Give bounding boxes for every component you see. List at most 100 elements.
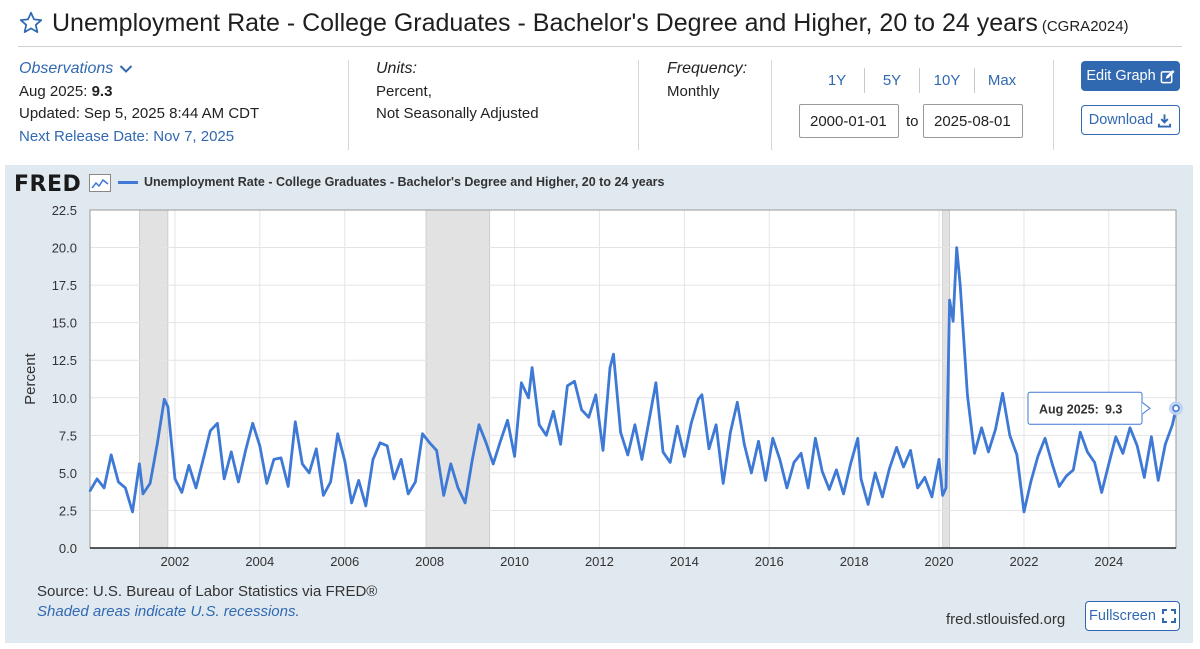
data-point: [683, 455, 686, 458]
data-point: [315, 447, 318, 451]
data-point: [1001, 392, 1004, 395]
data-point: [973, 452, 976, 455]
data-point: [958, 283, 962, 287]
data-point: [435, 449, 438, 452]
fullscreen-icon: [1161, 609, 1176, 623]
data-point: [856, 437, 859, 440]
data-point: [750, 471, 753, 475]
legend-label: Unemployment Rate - College Graduates - …: [144, 175, 665, 189]
data-point: [980, 426, 983, 430]
data-point: [378, 441, 382, 445]
title-row: Unemployment Rate - College Graduates - …: [18, 6, 1188, 40]
data-point: [237, 480, 240, 484]
data-point: [442, 494, 445, 497]
observations-toggle[interactable]: Observations: [19, 58, 133, 81]
frequency-block: Frequency: Monthly: [667, 58, 747, 103]
range-10y-button[interactable]: 10Y: [920, 68, 975, 93]
data-point: [173, 477, 177, 481]
data-point: [743, 443, 746, 446]
data-point: [944, 486, 948, 490]
data-point: [545, 434, 548, 437]
recession-note: Shaded areas indicate U.S. recessions.: [37, 603, 300, 620]
data-point: [1022, 510, 1026, 514]
data-point: [399, 458, 403, 461]
data-point: [633, 423, 637, 427]
units-line1: Percent,: [376, 82, 432, 100]
edit-graph-button[interactable]: Edit Graph: [1081, 61, 1180, 91]
data-point: [456, 486, 460, 490]
data-point: [1086, 450, 1089, 454]
x-tick-label: 2008: [415, 554, 444, 569]
data-point: [690, 422, 693, 425]
data-point: [859, 477, 863, 481]
next-release-link[interactable]: Next Release Date: Nov 7, 2025: [19, 127, 235, 145]
data-point: [131, 510, 134, 514]
data-point: [612, 353, 615, 356]
y-tick-label: 20.0: [52, 241, 77, 256]
y-tick-label: 0.0: [59, 541, 77, 556]
star-icon[interactable]: [18, 10, 44, 36]
data-point: [209, 429, 212, 433]
y-tick-label: 7.5: [59, 428, 77, 443]
x-tick-label: 2006: [330, 554, 359, 569]
data-point: [163, 398, 166, 401]
data-point: [138, 462, 141, 466]
data-point: [357, 479, 360, 482]
updated-text: Updated: Sep 5, 2025 8:44 AM CDT: [19, 105, 260, 122]
units-label: Units:: [376, 60, 417, 77]
chart-legend: Unemployment Rate - College Graduates - …: [118, 175, 665, 189]
tooltip-label: Aug 2025:: [1039, 402, 1099, 416]
divider: [771, 60, 772, 150]
data-point: [792, 461, 796, 464]
fullscreen-button[interactable]: Fullscreen: [1085, 601, 1180, 631]
data-point: [1121, 452, 1125, 455]
data-point: [654, 381, 658, 384]
data-point: [987, 450, 990, 454]
data-point: [272, 458, 276, 461]
data-point: [1128, 426, 1132, 430]
tooltip-value: 9.3: [1105, 402, 1122, 416]
range-1y-button[interactable]: 1Y: [810, 68, 865, 93]
data-point: [951, 319, 955, 323]
data-point: [513, 455, 516, 458]
data-point: [279, 456, 283, 460]
x-tick-label: 2024: [1094, 554, 1123, 569]
frequency-value: Monthly: [667, 82, 720, 100]
data-point: [223, 477, 226, 481]
data-point: [499, 440, 502, 443]
start-date-input[interactable]: [799, 104, 899, 138]
data-point: [322, 494, 325, 497]
data-point: [194, 486, 198, 490]
data-point: [148, 482, 152, 485]
data-point: [1150, 435, 1153, 439]
data-point: [736, 401, 739, 404]
data-point: [835, 468, 838, 472]
data-point: [1043, 437, 1047, 440]
data-point: [785, 486, 789, 490]
x-tick-label: 2002: [160, 554, 189, 569]
data-point: [895, 446, 898, 449]
range-max-button[interactable]: Max: [987, 72, 1017, 89]
data-point: [594, 393, 598, 396]
units-line2: Not Seasonally Adjusted: [376, 105, 539, 122]
last-point-marker: [1172, 404, 1180, 413]
x-tick-label: 2014: [670, 554, 699, 569]
data-point: [1058, 485, 1061, 488]
end-date-input[interactable]: [923, 104, 1023, 138]
data-point: [230, 450, 233, 454]
data-point: [626, 453, 629, 457]
site-link[interactable]: fred.stlouisfed.org: [946, 611, 1066, 628]
data-point: [552, 410, 555, 413]
latest-date: Aug 2025:: [19, 82, 88, 100]
data-point: [881, 495, 884, 499]
data-point: [573, 380, 576, 383]
data-point: [647, 420, 651, 424]
download-button[interactable]: Download: [1081, 105, 1180, 135]
data-point: [484, 441, 488, 445]
range-5y-button[interactable]: 5Y: [865, 68, 920, 93]
units-block: Units: Percent, Not Seasonally Adjusted: [376, 58, 539, 126]
plot-area: [90, 210, 1176, 548]
data-point: [1072, 468, 1075, 472]
fred-logo: FRED: [14, 172, 82, 197]
